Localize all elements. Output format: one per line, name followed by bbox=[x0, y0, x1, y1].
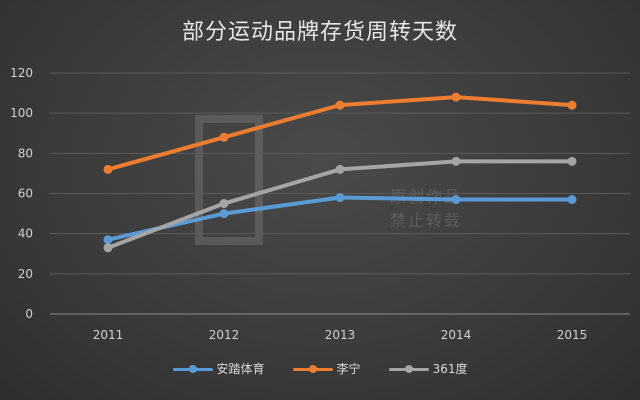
data-point bbox=[335, 164, 345, 174]
legend-dot-lining bbox=[308, 364, 317, 373]
series-line-2 bbox=[106, 159, 574, 250]
x-tick-label: 2011 bbox=[93, 328, 124, 342]
data-point bbox=[451, 92, 461, 102]
legend-dot-361 bbox=[404, 364, 413, 373]
data-point bbox=[103, 235, 113, 245]
data-point bbox=[219, 199, 229, 209]
data-point bbox=[567, 156, 577, 166]
data-point bbox=[451, 195, 461, 205]
x-tick-label: 2015 bbox=[557, 328, 588, 342]
legend-item-lining: 李宁 bbox=[292, 360, 361, 377]
legend-swatch-lining bbox=[292, 364, 333, 374]
data-point bbox=[451, 156, 461, 166]
data-point bbox=[219, 209, 229, 219]
x-tick-label: 2012 bbox=[209, 328, 240, 342]
y-tick-label: 60 bbox=[18, 187, 33, 201]
y-tick-label: 120 bbox=[10, 66, 33, 80]
legend-label-lining: 李宁 bbox=[336, 362, 361, 376]
x-tick-label: 2014 bbox=[441, 328, 472, 342]
data-point bbox=[335, 193, 345, 203]
legend-swatch-anta bbox=[172, 364, 213, 374]
legend-label-361: 361度 bbox=[432, 362, 468, 376]
data-point bbox=[219, 132, 229, 142]
legend-label-anta: 安踏体育 bbox=[216, 362, 265, 376]
legend-item-anta: 安踏体育 bbox=[172, 360, 265, 377]
data-point bbox=[567, 195, 577, 205]
data-point bbox=[103, 164, 113, 174]
y-tick-label: 40 bbox=[18, 227, 33, 241]
x-tick-label: 2013 bbox=[325, 328, 356, 342]
y-tick-label: 80 bbox=[18, 146, 33, 160]
y-tick-label: 100 bbox=[10, 106, 33, 120]
data-point bbox=[567, 100, 577, 110]
legend-item-361: 361度 bbox=[388, 360, 468, 377]
data-point bbox=[103, 243, 113, 253]
y-tick-label: 20 bbox=[18, 267, 33, 281]
chart-title: 部分运动品牌存货周转天数 bbox=[181, 20, 458, 45]
legend-dot-anta bbox=[188, 364, 197, 373]
legend-swatch-361 bbox=[388, 364, 429, 374]
data-point bbox=[335, 100, 345, 110]
y-tick-label: 0 bbox=[25, 307, 33, 321]
chart-legend: 安踏体育 李宁 361度 bbox=[0, 360, 640, 377]
